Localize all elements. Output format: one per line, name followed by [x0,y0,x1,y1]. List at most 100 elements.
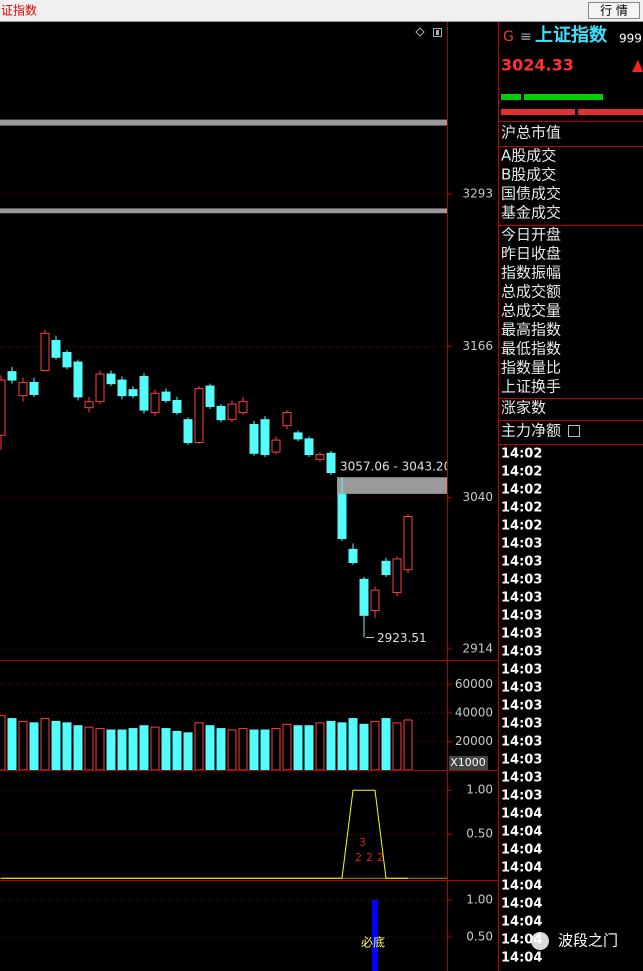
candle-body [62,351,72,368]
candle-body [260,419,270,455]
icon[interactable] [433,28,442,37]
price: 3024.33 [501,56,574,75]
indicator-digit: 2 [355,851,362,864]
volume-bar [348,718,358,770]
field-label: 今日开盘 [501,226,561,244]
quote-button-label[interactable]: 行 情 [600,4,628,18]
volume-bar [293,725,303,770]
field-label: B股成交 [501,166,556,184]
candle-body [172,399,182,413]
tick-time: 14:03 [501,609,542,624]
volume-bar [326,720,336,770]
volume-bar [403,719,413,770]
market-tag: G [503,29,514,45]
volume-bar [216,728,226,770]
volume-bar [84,726,94,770]
gap-label: 3057.06 - 3043.20 [340,460,451,474]
volume-bar [106,729,116,770]
candle-body [0,379,6,436]
candle-body [282,411,292,427]
field-label: 最低指数 [501,340,561,358]
volume-bar [7,718,17,770]
icon [436,30,439,35]
volume-bar [95,728,105,770]
field-label: 指数量比 [501,359,561,377]
candle-body [139,375,149,411]
field-label: 沪总市值 [501,124,561,142]
volume-bar [18,720,28,770]
tick-time: 14:03 [501,573,542,588]
volume-bar [150,726,160,770]
tick-time: 14:04 [501,897,542,912]
panel: 32 2 2 [0,789,447,879]
candle-body [106,373,116,385]
candle-body [359,578,369,616]
volume-bar [260,729,270,770]
tick-time: 14:03 [501,627,542,642]
volume-bar [249,729,259,770]
tick-time: 14:03 [501,735,542,750]
volume-bar [40,718,50,770]
signal-label: 必底 [361,935,385,950]
candle-body [7,371,17,381]
y-tick-label: 1.00 [466,892,493,906]
tick-time: 14:04 [501,825,542,840]
menu-icon: ≡ [520,29,532,45]
low-label: 2923.51 [377,631,427,645]
field-label: 总成交量 [501,302,561,320]
price-gap [337,477,447,494]
tick-time: 14:02 [501,483,542,498]
tick-time: 14:04 [501,843,542,858]
field-label: 指数振幅 [501,264,561,282]
candle-body [29,381,39,395]
candle-body [183,419,193,443]
tick-time: 14:03 [501,555,542,570]
y-tick-label: 40000 [455,705,493,719]
unit-label: X1000 [450,756,486,769]
candle-body [161,391,171,401]
volume-bar [282,723,292,770]
tick-time: 14:03 [501,753,542,768]
candle-body [326,452,336,474]
tick-time: 14:03 [501,663,542,678]
icon[interactable] [415,27,425,37]
volume-bar [315,722,325,770]
candle-body [84,401,94,409]
panel: 3057.06 - 3043.20 2923.51 [0,119,451,645]
candle-body [194,387,204,443]
field-label: 总成交额 [501,283,561,301]
ratio-bar [524,94,603,100]
candle-body [205,385,215,407]
y-tick-label: 3040 [462,490,493,504]
candle-body [392,558,402,594]
volume-bar [161,728,171,770]
tick-time: 14:04 [501,915,542,930]
y-tick-label: 0.50 [466,929,493,943]
tick-time: 14:02 [501,519,542,534]
y-tick-label: 60000 [455,677,493,691]
indicator-digit: 2 [366,851,373,864]
candle-body [73,361,83,398]
candle-body [40,332,50,371]
field-icon[interactable] [568,425,580,437]
candle-body [51,339,61,358]
indicator-line [1,789,408,879]
field-label: A股成交 [501,147,556,165]
volume-bar [381,718,391,770]
ratio-bar [501,94,521,100]
candle-body [128,389,138,397]
tick-time: 14:03 [501,645,542,660]
volume-bar [337,722,347,770]
unit-box [449,756,488,770]
tick-time: 14:04 [501,807,542,822]
tick-time: 14:03 [501,789,542,804]
candle-body [381,560,391,576]
candle-body [117,379,127,397]
candle-body [271,439,281,453]
ratio-bar [578,109,643,115]
volume-bar [139,725,149,770]
quote-button[interactable] [588,2,640,19]
y-tick-label: 0.50 [466,827,493,841]
y-tick-label: 20000 [455,734,493,748]
